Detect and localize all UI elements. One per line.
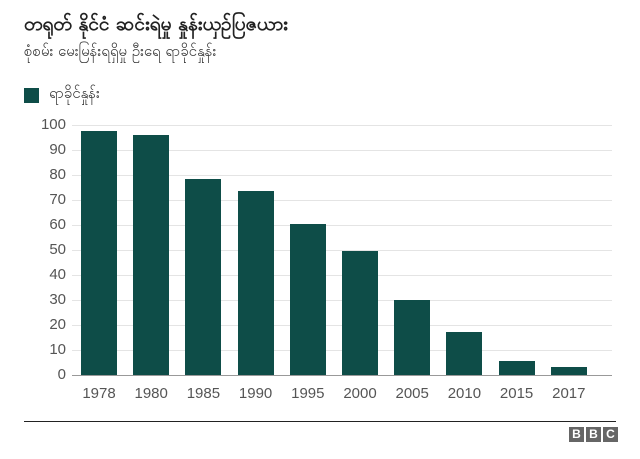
legend: ရာခိုင်နှုန်း: [24, 84, 100, 106]
x-tick-label: 1995: [291, 385, 325, 402]
y-tick-label: 40: [49, 266, 66, 283]
chart-subtitle: စုံစမ်း မေးမြန်းရရှိမှု ဦးရေ ရာခိုင်နှုန…: [24, 42, 217, 60]
x-axis-line: [72, 375, 612, 376]
bar-1980: [133, 134, 170, 375]
y-tick-label: 0: [57, 366, 66, 383]
x-tick-label: 1985: [186, 385, 221, 402]
y-tick-label: 60: [49, 216, 66, 233]
bar-1985: [185, 179, 222, 375]
x-tick-label: 1990: [238, 385, 273, 402]
bar-1978: [81, 131, 117, 375]
y-tick-label: 10: [49, 341, 66, 358]
y-tick-label: 50: [49, 241, 66, 258]
x-tick-label: 1978: [82, 385, 116, 402]
bar-2015: [498, 360, 535, 375]
gridline: [72, 225, 612, 226]
bar-1995: [289, 223, 326, 375]
legend-label: ရာခိုင်နှုန်း: [49, 84, 100, 102]
y-tick-label: 100: [40, 116, 66, 133]
gridline: [72, 125, 612, 126]
gridline: [72, 200, 612, 201]
x-tick-label: 1980: [134, 385, 168, 402]
gridline: [72, 150, 612, 151]
x-tick-label: 2010: [447, 385, 482, 402]
x-tick-label: 2017: [552, 385, 586, 402]
x-tick-label: 2005: [395, 385, 429, 402]
x-tick-label: 2000: [343, 385, 377, 402]
bbc-logo-letter: B: [586, 427, 601, 442]
y-tick-label: 20: [49, 316, 66, 333]
y-tick-label: 30: [49, 291, 66, 308]
footer-divider: [24, 421, 616, 422]
y-tick-label: 70: [49, 191, 66, 208]
bar-2005: [394, 299, 431, 375]
bar-2017: [550, 367, 587, 375]
bbc-logo: B B C: [569, 427, 618, 442]
y-tick-label: 90: [49, 141, 66, 158]
legend-swatch: [24, 87, 39, 103]
bar-2010: [446, 332, 483, 375]
bbc-logo-letter: C: [603, 427, 618, 442]
bar-2000: [342, 250, 378, 375]
y-tick-label: 80: [49, 166, 66, 183]
x-tick-label: 2015: [499, 385, 534, 402]
bar-1990: [237, 191, 274, 375]
chart-title: တရုတ် နိုင်ငံ ဆင်းရဲမှု နှုန်းယှဉ်ပြဇယား: [24, 13, 289, 35]
gridline: [72, 175, 612, 176]
bbc-logo-letter: B: [569, 427, 584, 442]
